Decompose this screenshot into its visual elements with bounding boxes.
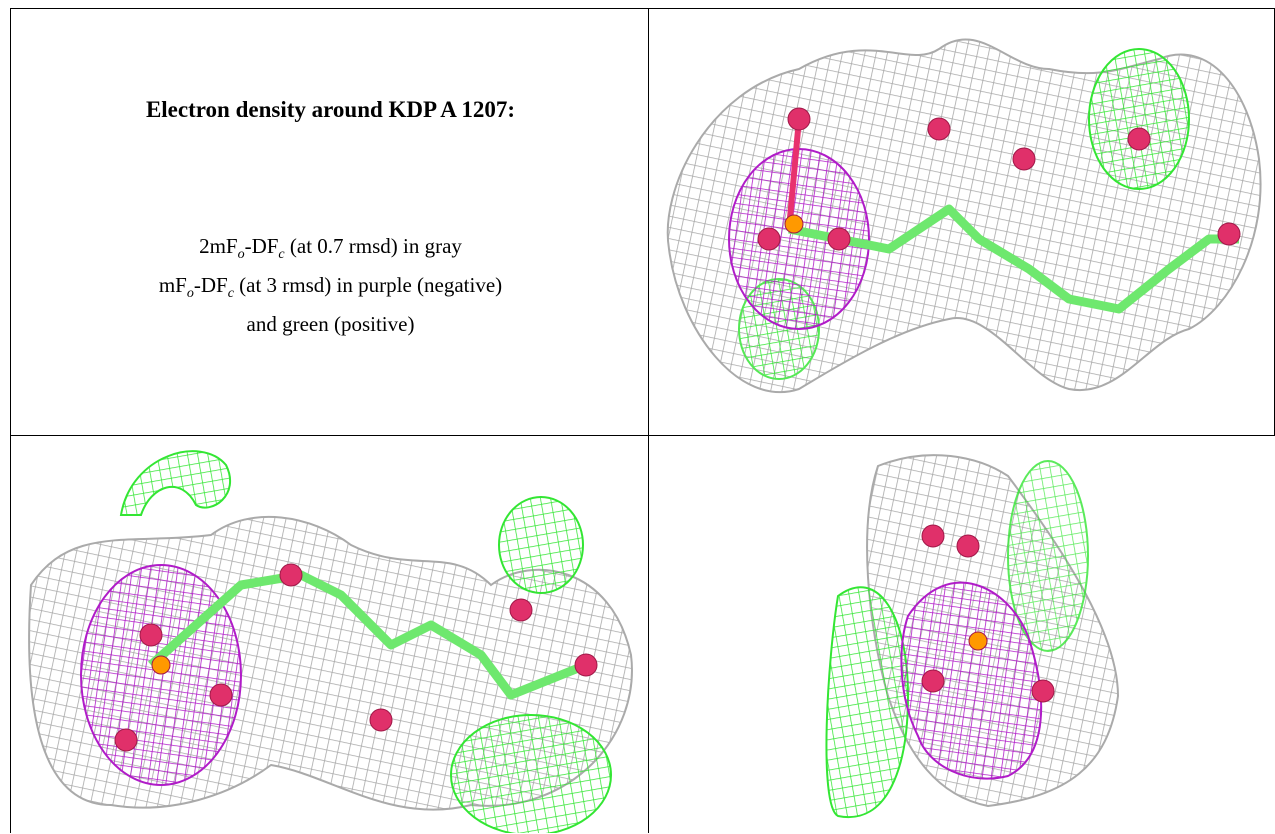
legend-text: 2mF (199, 234, 238, 258)
image-cell (648, 8, 1275, 436)
density-view-1 (649, 9, 1274, 436)
legend-line: mFo-DFc (at 3 rmsd) in purple (negative) (11, 270, 650, 309)
title: Electron density around KDP A 1207: (11, 97, 650, 123)
density-view-3 (648, 436, 1275, 834)
legend-text: mF (159, 273, 187, 297)
legend-text: (at 0.7 rmsd) in gray (285, 234, 462, 258)
image-cell (10, 435, 649, 833)
legend-line: 2mFo-DFc (at 0.7 rmsd) in gray (11, 231, 650, 270)
page: {"header": {"title": "Electron density a… (0, 0, 1275, 833)
density-view-2 (11, 435, 649, 833)
legend-text: -DF (245, 234, 279, 258)
legend-line: and green (positive) (11, 309, 650, 339)
subscript: o (187, 286, 194, 301)
subscript: o (238, 247, 245, 262)
legend-text: -DF (194, 273, 228, 297)
image-cell (648, 435, 1275, 833)
legend-text: (at 3 rmsd) in purple (negative) (234, 273, 502, 297)
text-cell: Electron density around KDP A 1207: 2mFo… (10, 8, 649, 436)
legend-text: and green (positive) (247, 312, 415, 336)
